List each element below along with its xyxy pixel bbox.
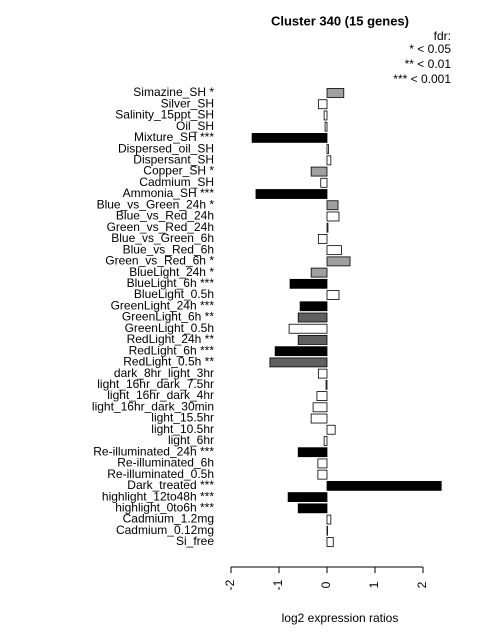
bar	[297, 312, 328, 323]
bar	[326, 424, 336, 435]
y-tick-label: Mixture_SH ***	[134, 130, 214, 144]
bar	[326, 144, 329, 155]
bar	[297, 503, 328, 514]
y-tick-label: Ammonia_SH ***	[123, 186, 215, 200]
chart-title: Cluster 340 (15 genes)	[271, 13, 409, 28]
y-tick-label: Oil_SH	[176, 119, 214, 133]
bar	[274, 346, 328, 357]
bar	[316, 391, 328, 401]
bar	[326, 245, 342, 256]
bar	[297, 335, 328, 345]
bar	[323, 436, 328, 446]
y-tick-label: light_16hr_dark_30min	[92, 399, 214, 413]
bar	[326, 211, 340, 222]
x-tick-label: 0	[319, 581, 333, 588]
bar	[326, 480, 442, 491]
y-tick-label: highlight_12to48h ***	[102, 489, 214, 503]
y-tick-label: Cadmium_SH	[139, 175, 214, 189]
bar	[317, 458, 328, 469]
y-tick-label: light_15.5hr	[151, 411, 214, 425]
bar	[255, 189, 328, 199]
y-tick-label: Blue_vs_Green_24h *	[97, 197, 215, 211]
bar	[317, 99, 328, 110]
y-tick-label: light_16hr_dark_7.5hr	[97, 377, 214, 391]
bar	[312, 402, 328, 413]
bar	[251, 132, 328, 143]
bar	[326, 222, 329, 233]
y-tick-label: dark_8hr_light_3hr	[114, 366, 214, 380]
y-tick-label: Simazine_SH *	[133, 85, 214, 99]
bar	[325, 379, 328, 390]
bar	[326, 88, 345, 98]
bar	[324, 121, 328, 132]
bar	[310, 267, 328, 278]
y-tick-label: BlueLight_24h *	[129, 265, 214, 279]
y-tick-label: GreenLight_0.5h	[125, 321, 214, 335]
y-tick-label: light_16hr_dark_4hr	[107, 388, 214, 402]
x-tick-label: 1	[367, 581, 381, 588]
bar	[299, 301, 328, 312]
bar	[288, 323, 328, 334]
y-tick-label: Dispersed_oil_SH	[118, 141, 214, 155]
bar	[297, 447, 328, 458]
y-tick-label: Green_vs_Red_24h	[107, 220, 214, 234]
bar	[317, 234, 328, 244]
legend-entry: * < 0.05	[409, 42, 451, 56]
y-tick-label: RedLight_6h ***	[129, 343, 215, 357]
bar	[326, 256, 351, 267]
bar	[287, 492, 328, 503]
bar	[310, 166, 328, 177]
y-tick-label: Dispersant_SH	[133, 153, 214, 167]
y-tick-label: Re-illuminated_24h ***	[93, 444, 214, 458]
x-axis-label: log2 expression ratios	[282, 611, 399, 625]
bar	[326, 514, 332, 525]
y-tick-label: Blue_vs_Green_6h	[111, 231, 214, 245]
y-tick-label: RedLight_24h **	[127, 332, 215, 346]
y-tick-label: Re-illuminated_6h	[117, 456, 214, 470]
bar	[323, 110, 328, 121]
bar	[326, 290, 340, 300]
bar	[269, 357, 328, 368]
y-tick-label: Blue_vs_Red_6h	[123, 242, 214, 256]
y-tick-label: GreenLight_24h ***	[111, 298, 215, 312]
y-tick-label: Dark_treated ***	[127, 478, 214, 492]
legend-entry: *** < 0.001	[393, 72, 451, 86]
y-tick-label: Copper_SH *	[143, 164, 214, 178]
bar	[289, 278, 328, 289]
y-tick-label: highlight_0to6h ***	[115, 500, 214, 514]
y-tick-label: Cadmium_0.12mg	[116, 523, 214, 537]
y-tick-label: GreenLight_6h **	[122, 310, 214, 324]
y-tick-label: light_6hr	[168, 433, 214, 447]
bar	[320, 177, 328, 188]
y-tick-label: Cadmium_1.2mg	[123, 512, 214, 526]
y-tick-label: Silver_SH	[161, 96, 214, 110]
bar	[326, 200, 339, 211]
bar	[317, 469, 328, 480]
y-tick-label: Si_free	[176, 534, 214, 548]
x-tick-label: -1	[271, 579, 285, 590]
y-tick-label: Green_vs_Red_6h *	[105, 254, 214, 268]
bar	[326, 155, 332, 166]
legend-title: fdr:	[434, 29, 451, 43]
y-tick-label: RedLight_0.5h **	[123, 355, 214, 369]
y-tick-label: Re-illuminated_0.5h	[107, 467, 214, 481]
x-tick-label: -2	[223, 579, 237, 590]
bar	[317, 368, 328, 379]
bar	[310, 413, 328, 424]
y-tick-label: BlueLight_6h ***	[127, 276, 215, 290]
y-tick-label: light_10.5hr	[151, 422, 214, 436]
y-tick-label: BlueLight_0.5h	[134, 287, 214, 301]
legend-entry: ** < 0.01	[405, 57, 452, 71]
bar	[326, 537, 334, 547]
y-tick-label: Blue_vs_Red_24h	[116, 209, 214, 223]
y-tick-label: Salinity_15ppt_SH	[115, 108, 214, 122]
x-tick-label: 2	[415, 581, 429, 588]
